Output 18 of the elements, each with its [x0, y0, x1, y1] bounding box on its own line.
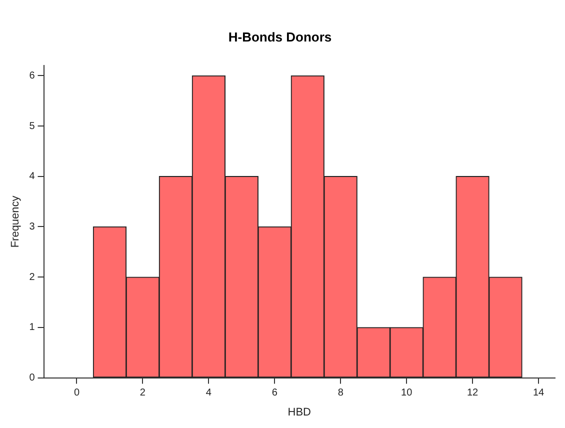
x-tick-label: 14 — [532, 388, 545, 399]
y-tick-label: 4 — [29, 171, 36, 182]
x-axis-title: HBD — [288, 406, 312, 418]
y-tick-label: 0 — [29, 372, 36, 384]
y-tick-label: 3 — [29, 221, 36, 232]
x-tick-label: 8 — [338, 388, 344, 399]
y-tick-label: 6 — [29, 70, 36, 82]
y-tick-label: 1 — [29, 322, 36, 334]
y-axis-title: Frequency — [10, 195, 22, 248]
x-tick-label: 12 — [466, 388, 479, 399]
x-tick-label: 0 — [74, 388, 80, 399]
y-tick-label: 5 — [29, 120, 36, 132]
chart-title: H-Bonds Donors — [228, 29, 332, 44]
x-tick-label: 2 — [140, 388, 146, 399]
x-tick-label: 10 — [401, 388, 413, 399]
y-tick-label: 2 — [29, 272, 36, 283]
x-tick-label: 4 — [206, 388, 212, 399]
x-tick-label: 6 — [272, 388, 278, 399]
